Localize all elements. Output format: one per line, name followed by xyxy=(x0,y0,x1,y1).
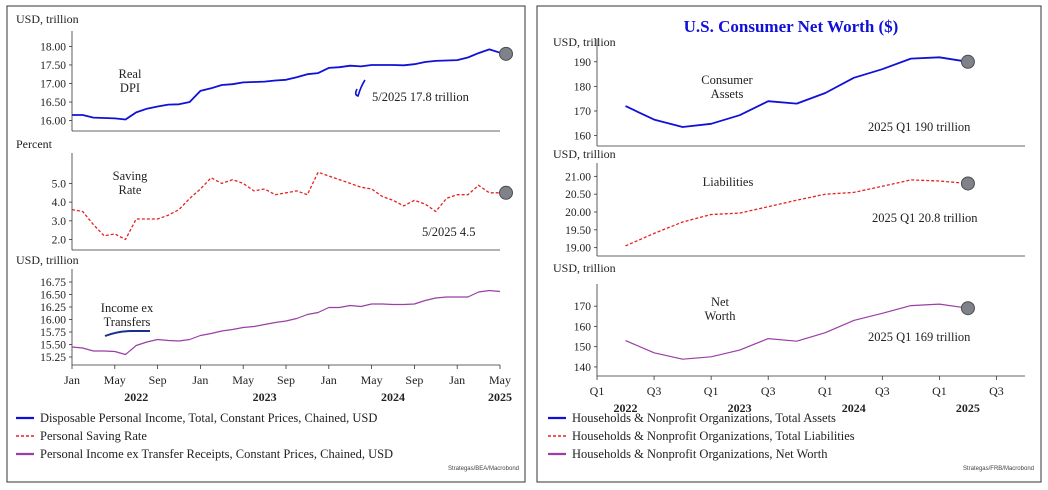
left-legend-label: Personal Saving Rate xyxy=(40,429,147,443)
right-bottom-series-line xyxy=(625,303,968,360)
right-middle-y-tick-label: 19.00 xyxy=(565,243,591,255)
left-bottom-x-tick-label: May xyxy=(361,373,383,387)
left-bottom-x-tick-label: Jan xyxy=(192,373,208,387)
right-middle-y-tick-label: 20.00 xyxy=(565,207,591,219)
left-middle-unit-label: Percent xyxy=(16,137,53,151)
right-bottom-x-tick-label: Q3 xyxy=(989,384,1004,398)
left-middle-y-tick-label: 2.0 xyxy=(52,235,67,247)
right-source-note: Strategas/FRB/Macrobond xyxy=(963,466,1034,472)
left-bottom-unit-label: USD, trillion xyxy=(16,253,79,267)
left-bottom-x-tick-label: Sep xyxy=(149,373,167,387)
left-middle-end-marker xyxy=(499,185,513,200)
right-bottom-year-label: 2022 xyxy=(614,401,638,415)
right-bottom-y-tick-label: 170 xyxy=(574,301,592,313)
right-top-y-tick-label: 180 xyxy=(574,81,592,93)
left-bottom-x-tick-label: Jan xyxy=(449,373,465,387)
right-bottom-x-tick-label: Q3 xyxy=(647,384,662,398)
right-bottom-x-tick-label: Q1 xyxy=(590,384,605,398)
right-bottom-x-tick-label: Q1 xyxy=(818,384,833,398)
right-top-unit-label: USD, trillion xyxy=(553,35,616,49)
left-bottom-series-line xyxy=(71,289,501,356)
left-bottom-x-tick-label: May xyxy=(232,373,254,387)
right-bottom-annotation: Net Worth xyxy=(705,295,737,323)
left-figure-frame xyxy=(6,5,526,483)
left-top-unit-label: USD, trillion xyxy=(16,12,79,26)
right-bottom-y-tick-label: 160 xyxy=(574,321,592,333)
right-top-annotation: Consumer Assets xyxy=(701,73,753,101)
right-top-y-tick-label: 170 xyxy=(574,106,592,118)
left-bottom-x-tick-label: Jan xyxy=(64,373,80,387)
left-top-value-label: 5/2025 17.8 trillion xyxy=(372,90,470,104)
left-middle-value-label: 5/2025 4.5 xyxy=(422,225,475,239)
right-top-series-line xyxy=(625,56,969,128)
left-middle-y-tick-label: 4.0 xyxy=(52,197,67,209)
right-bottom-year-label: 2024 xyxy=(842,401,866,415)
right-figure-frame xyxy=(536,5,1042,483)
right-bottom-x-tick-label: Q3 xyxy=(761,384,776,398)
left-top-annotation: Real DPI xyxy=(119,67,142,95)
right-middle-y-tick-label: 20.50 xyxy=(565,189,591,201)
left-source-note: Strategas/BEA/Macrobond xyxy=(448,466,519,472)
right-top-y-tick-label: 160 xyxy=(574,131,592,143)
right-top-value-label: 2025 Q1 190 trillion xyxy=(868,120,971,134)
right-middle-annotation: Liabilities xyxy=(703,175,754,189)
right-bottom-y-tick-label: 140 xyxy=(574,362,592,374)
left-bottom-y-tick-label: 16.25 xyxy=(40,302,66,314)
right-bottom-year-label: 2023 xyxy=(728,401,752,415)
left-bottom-x-tick-label: Sep xyxy=(277,373,295,387)
left-bottom-year-label: 2022 xyxy=(124,390,148,404)
right-top-y-tick-label: 190 xyxy=(574,57,592,69)
right-figure-title: U.S. Consumer Net Worth ($) xyxy=(684,17,899,36)
right-middle-value-label: 2025 Q1 20.8 trillion xyxy=(872,211,978,225)
left-bottom-x-tick-label: May xyxy=(489,373,511,387)
left-bottom-y-tick-label: 15.50 xyxy=(40,340,66,352)
right-bottom-year-label: 2025 xyxy=(956,401,980,415)
left-top-y-tick-label: 18.00 xyxy=(40,41,66,53)
left-bottom-year-label: 2024 xyxy=(381,390,405,404)
right-legend-label: Households & Nonprofit Organizations, To… xyxy=(572,411,836,425)
left-top-y-tick-label: 17.50 xyxy=(40,60,66,72)
right-middle-y-tick-label: 19.50 xyxy=(565,225,591,237)
right-legend-label: Households & Nonprofit Organizations, Ne… xyxy=(572,447,828,461)
left-bottom-underline-mark xyxy=(104,330,150,337)
left-bottom-year-label: 2023 xyxy=(253,390,277,404)
left-middle-y-tick-label: 5.0 xyxy=(52,178,67,190)
left-legend-label: Disposable Personal Income, Total, Const… xyxy=(40,411,377,425)
left-middle-annotation: Saving Rate xyxy=(113,169,148,197)
left-top-y-tick-label: 16.50 xyxy=(40,97,66,109)
right-bottom-end-marker xyxy=(960,301,975,316)
left-bottom-y-tick-label: 16.75 xyxy=(40,277,66,289)
left-bottom-y-tick-label: 16.50 xyxy=(40,290,66,302)
left-top-series-line xyxy=(72,48,501,121)
left-bottom-y-tick-label: 16.00 xyxy=(40,315,66,327)
right-bottom-x-tick-label: Q1 xyxy=(704,384,719,398)
left-bottom-y-tick-label: 15.75 xyxy=(40,327,66,339)
right-middle-unit-label: USD, trillion xyxy=(553,147,616,161)
right-bottom-x-tick-label: Q3 xyxy=(875,384,890,398)
left-bottom-y-tick-label: 15.25 xyxy=(40,352,66,364)
right-middle-series-line xyxy=(625,179,968,247)
left-top-y-tick-label: 17.00 xyxy=(40,79,66,91)
right-middle-y-tick-label: 21.00 xyxy=(565,171,591,183)
right-bottom-y-tick-label: 150 xyxy=(574,342,592,354)
left-bottom-annotation: Income ex Transfers xyxy=(101,301,154,329)
left-middle-series-line xyxy=(71,171,500,241)
right-bottom-value-label: 2025 Q1 169 trillion xyxy=(868,330,971,344)
right-bottom-x-tick-label: Q1 xyxy=(932,384,947,398)
left-top-y-tick-label: 16.00 xyxy=(40,116,66,128)
left-legend-label: Personal Income ex Transfer Receipts, Co… xyxy=(40,447,393,461)
left-bottom-x-tick-label: Jan xyxy=(321,373,337,387)
left-top-check-mark xyxy=(354,79,366,97)
right-bottom-unit-label: USD, trillion xyxy=(553,261,616,275)
left-bottom-x-tick-label: Sep xyxy=(405,373,423,387)
left-bottom-x-tick-label: May xyxy=(104,373,126,387)
right-top-end-marker xyxy=(960,54,975,69)
left-top-end-marker xyxy=(499,46,513,61)
right-middle-end-marker xyxy=(960,176,975,191)
left-middle-y-tick-label: 3.0 xyxy=(52,216,67,228)
right-legend-label: Households & Nonprofit Organizations, To… xyxy=(572,429,855,443)
left-bottom-year-label: 2025 xyxy=(488,390,512,404)
